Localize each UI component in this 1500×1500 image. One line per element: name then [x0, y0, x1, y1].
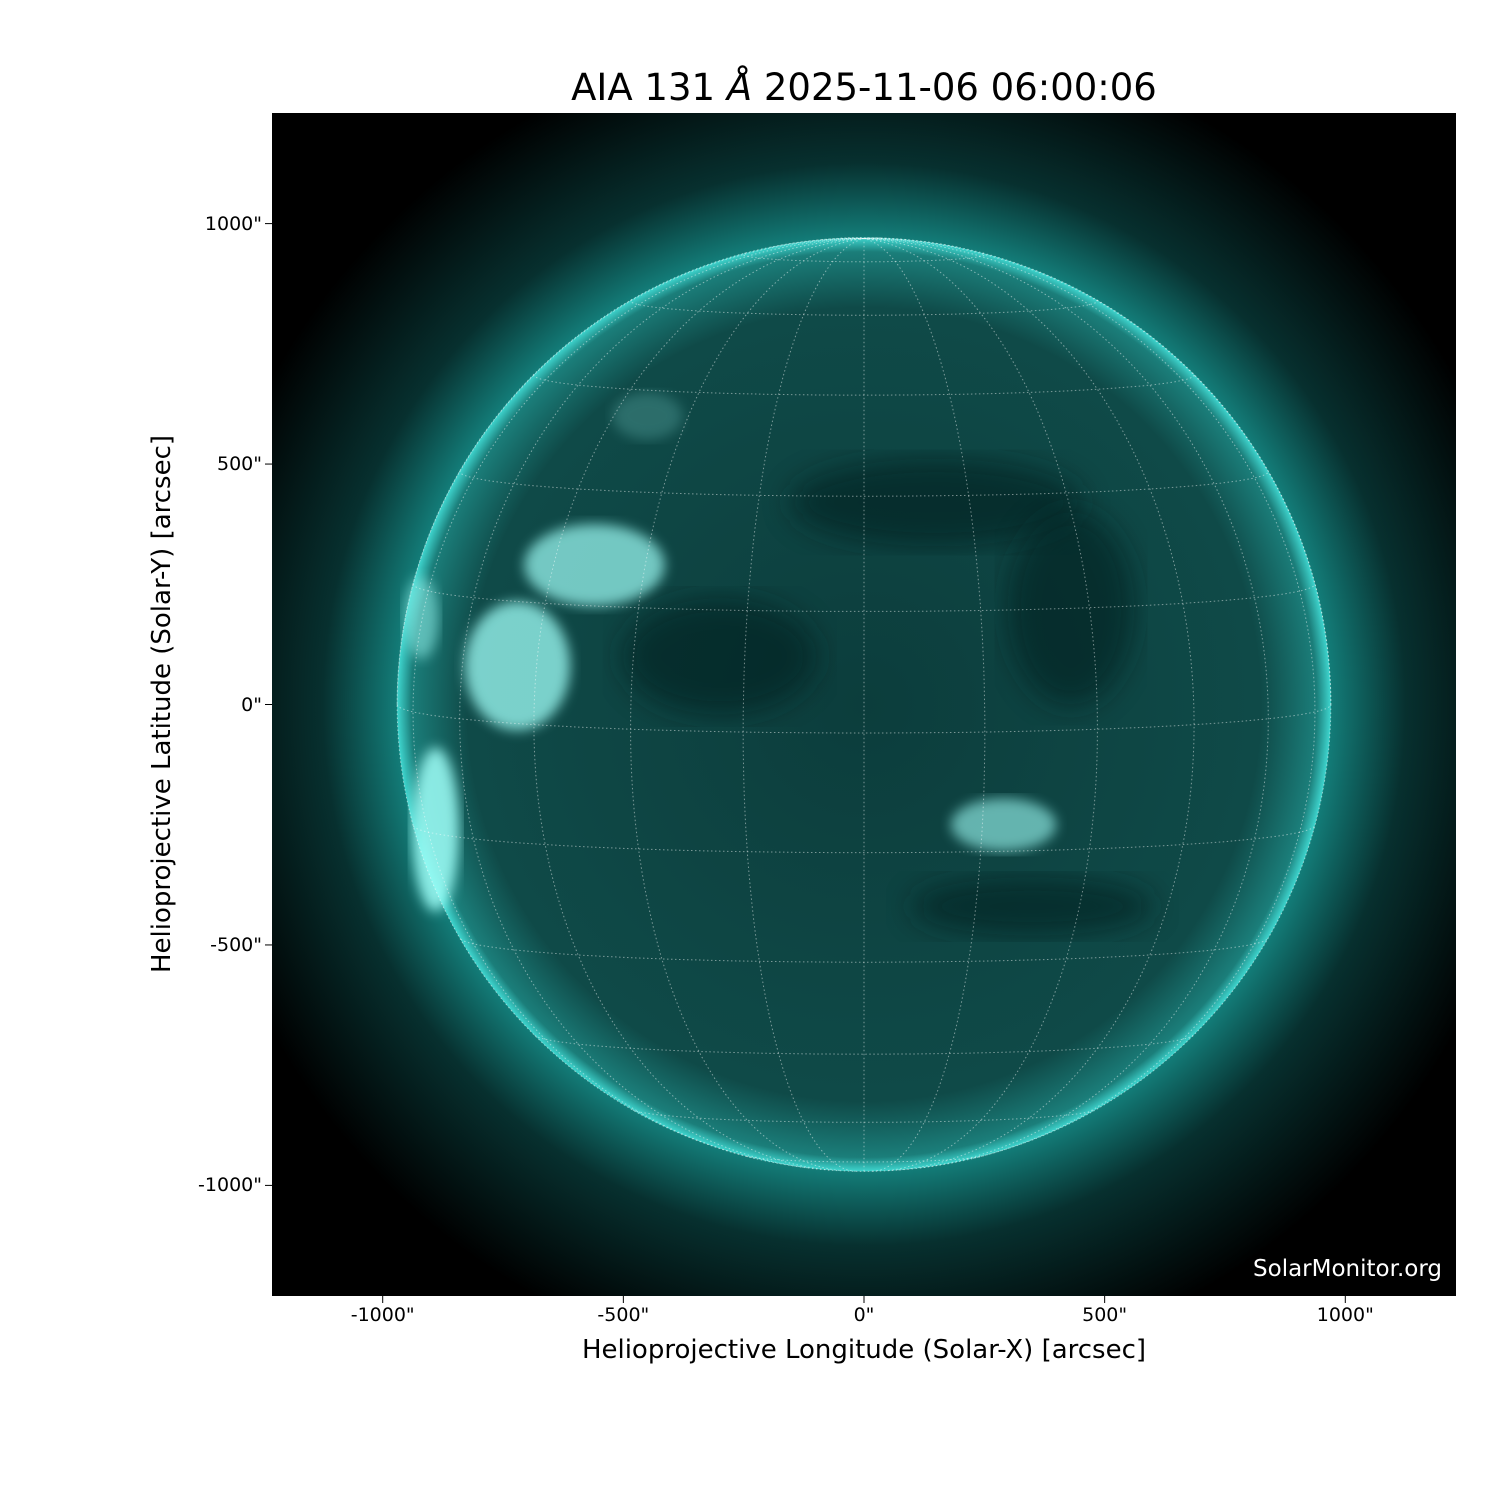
latitude-grid-line: [533, 374, 1195, 396]
longitude-grid-line: [459, 238, 865, 1169]
latitude-grid-line: [746, 1155, 982, 1163]
active-region: [464, 601, 571, 731]
x-tick-label: -1000": [350, 1304, 415, 1326]
longitude-grid-line: [863, 238, 1269, 1169]
coronal-hole: [622, 597, 818, 715]
x-tick-label: 500": [1082, 1304, 1128, 1326]
longitude-grid-line: [821, 237, 865, 241]
y-tick-label: 0": [241, 693, 262, 716]
latitude-grid-line: [742, 252, 986, 263]
latitude-grid-line: [396, 704, 1332, 734]
x-tick-label: 0": [853, 1304, 875, 1326]
x-tick-label: 1000": [1316, 1304, 1374, 1326]
y-tick-label: -500": [210, 933, 262, 956]
x-tick-label: -500": [597, 1304, 650, 1326]
latitude-grid-line: [534, 1034, 1194, 1055]
longitude-grid-line: [863, 238, 1098, 1171]
latitude-grid-line: [632, 1109, 1096, 1123]
y-tick-label: 1000": [204, 212, 262, 235]
coronal-hole: [910, 877, 1155, 936]
latitude-grid-line: [460, 938, 1268, 963]
y-tick-label: 500": [216, 453, 262, 476]
longitude-grid-line: [863, 237, 869, 239]
latitude-grid-line: [459, 470, 1269, 497]
solar-disk: [397, 237, 1331, 1172]
latitude-grid-line: [630, 299, 1098, 316]
x-axis-label: Helioprojective Longitude (Solar-X) [arc…: [581, 1335, 1147, 1365]
longitude-grid-line: [863, 238, 1195, 1171]
plot-title: AIA 131 Å 2025-11-06 06:00:06: [571, 66, 1157, 109]
longitude-grid-line: [863, 238, 986, 1172]
active-region: [524, 524, 665, 607]
y-axis-label: Helioprojective Latitude (Solar-Y) [arcs…: [147, 434, 177, 974]
longitude-grid-line: [742, 238, 865, 1172]
active-region: [412, 747, 460, 912]
active-region: [950, 798, 1057, 852]
active-region: [612, 392, 683, 440]
limb-line: [396, 237, 1332, 1172]
coronal-hole: [1007, 510, 1135, 706]
longitude-grid-line: [533, 238, 865, 1171]
y-tick-label: -1000": [198, 1174, 262, 1197]
watermark: SolarMonitor.org: [1253, 1256, 1442, 1282]
longitude-grid-line: [863, 237, 881, 239]
longitude-grid-line: [847, 237, 865, 239]
longitude-grid-line: [630, 238, 865, 1171]
coronal-hole: [789, 458, 1083, 547]
latitude-grid-line: [412, 583, 1316, 612]
latitude-grid-line: [412, 825, 1316, 854]
active-region: [403, 576, 439, 659]
